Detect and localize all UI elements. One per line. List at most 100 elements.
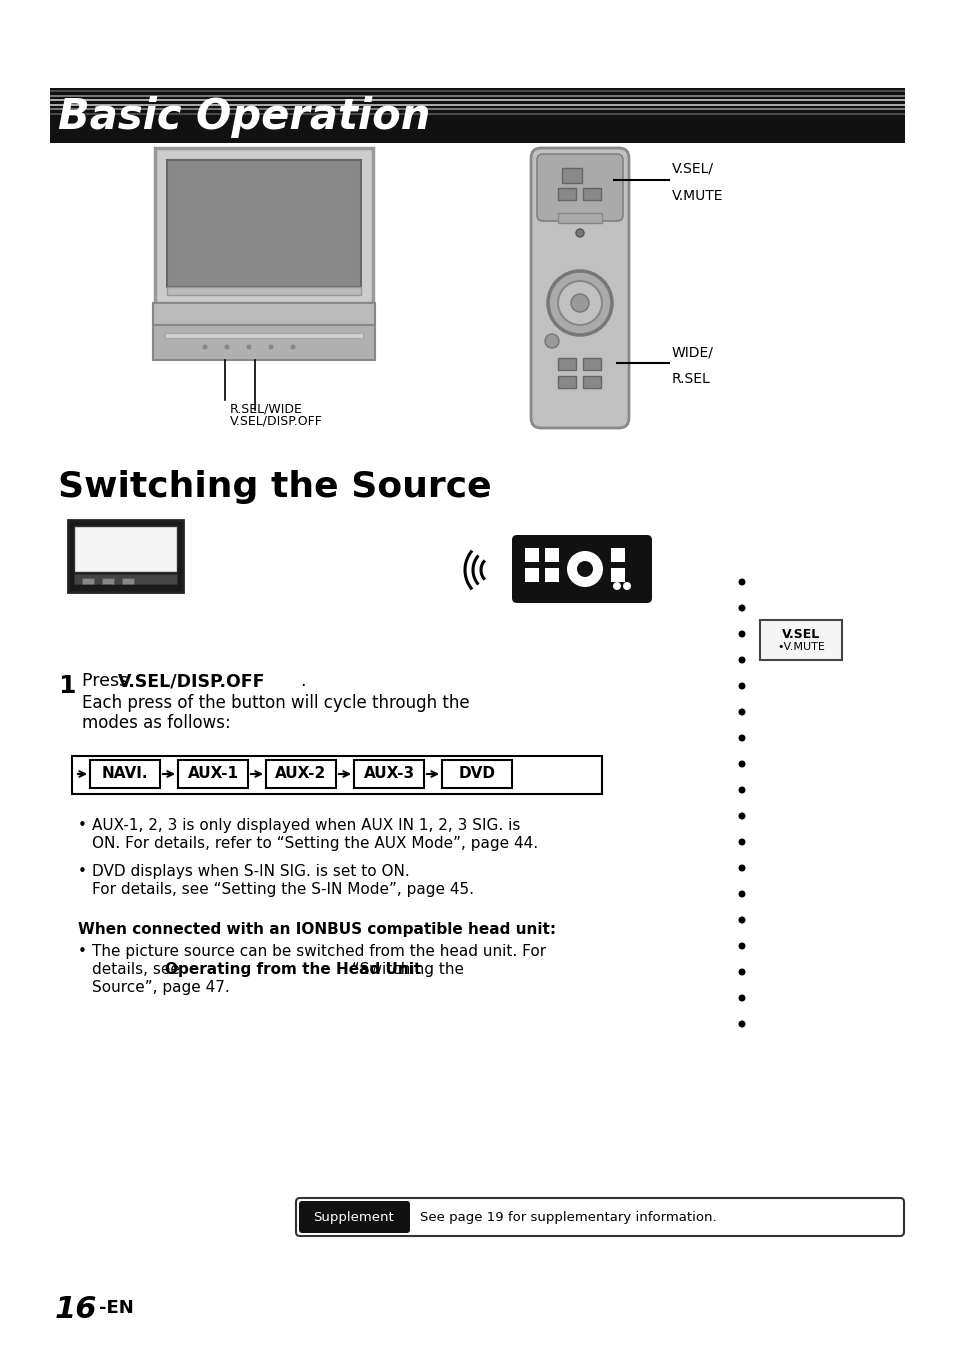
Text: ON. For details, refer to “Setting the AUX Mode”, page 44.: ON. For details, refer to “Setting the A… — [91, 836, 537, 850]
Bar — [82, 579, 94, 584]
Bar — [558, 358, 576, 370]
Bar — [50, 95, 904, 97]
Text: Supplement: Supplement — [314, 1211, 394, 1225]
Text: •: • — [78, 818, 87, 833]
Text: •: • — [78, 944, 87, 959]
Bar — [74, 575, 177, 584]
Bar — [122, 579, 133, 584]
Text: V.SEL/DISP.OFF: V.SEL/DISP.OFF — [230, 415, 322, 429]
Bar — [582, 358, 600, 370]
Text: Press: Press — [82, 672, 133, 690]
FancyBboxPatch shape — [295, 1198, 903, 1236]
Bar — [544, 548, 558, 562]
Bar — [558, 376, 576, 388]
Text: AUX-1, 2, 3 is only displayed when AUX IN 1, 2, 3 SIG. is: AUX-1, 2, 3 is only displayed when AUX I… — [91, 818, 519, 833]
Text: V.SEL/: V.SEL/ — [671, 162, 713, 176]
Bar — [50, 124, 904, 143]
Circle shape — [738, 683, 744, 690]
Bar — [582, 376, 600, 388]
Text: DVD displays when S-IN SIG. is set to ON.: DVD displays when S-IN SIG. is set to ON… — [91, 864, 410, 879]
Bar — [152, 303, 375, 324]
Circle shape — [738, 968, 744, 976]
Circle shape — [577, 561, 593, 577]
Bar — [50, 119, 904, 122]
Bar — [50, 88, 904, 91]
Text: -EN: -EN — [99, 1299, 133, 1317]
Bar — [582, 188, 600, 200]
Bar — [50, 105, 904, 108]
Circle shape — [738, 787, 744, 794]
Text: Basic Operation: Basic Operation — [58, 96, 430, 138]
Bar — [71, 756, 601, 794]
FancyBboxPatch shape — [90, 760, 160, 788]
Bar — [50, 118, 904, 119]
Text: modes as follows:: modes as follows: — [82, 714, 231, 731]
Text: R.SEL/WIDE: R.SEL/WIDE — [230, 402, 302, 415]
FancyBboxPatch shape — [68, 521, 183, 592]
Text: WIDE/: WIDE/ — [671, 345, 713, 360]
Circle shape — [558, 281, 601, 324]
Bar — [50, 115, 904, 118]
FancyBboxPatch shape — [537, 154, 622, 220]
Text: The picture source can be switched from the head unit. For: The picture source can be switched from … — [91, 944, 545, 959]
Text: Source”, page 47.: Source”, page 47. — [91, 980, 230, 995]
Text: AUX-3: AUX-3 — [363, 767, 415, 781]
Text: details, see: details, see — [91, 963, 185, 977]
Text: •V.MUTE: •V.MUTE — [777, 642, 824, 652]
Bar — [561, 168, 581, 183]
Bar — [50, 88, 904, 143]
FancyBboxPatch shape — [512, 535, 651, 603]
Circle shape — [738, 891, 744, 898]
Bar — [50, 92, 904, 95]
Circle shape — [738, 708, 744, 715]
Text: DVD: DVD — [458, 767, 495, 781]
Text: When connected with an IONBUS compatible head unit:: When connected with an IONBUS compatible… — [78, 922, 556, 937]
Bar — [167, 160, 360, 287]
Text: “Switching the: “Switching the — [347, 963, 463, 977]
Circle shape — [738, 1021, 744, 1028]
Circle shape — [576, 228, 583, 237]
Text: AUX-2: AUX-2 — [275, 767, 326, 781]
FancyBboxPatch shape — [266, 760, 335, 788]
FancyBboxPatch shape — [298, 1201, 410, 1233]
Circle shape — [224, 345, 230, 350]
Circle shape — [738, 604, 744, 611]
FancyBboxPatch shape — [531, 147, 628, 429]
Bar — [558, 188, 576, 200]
Text: R.SEL: R.SEL — [671, 372, 710, 387]
Circle shape — [738, 864, 744, 872]
FancyBboxPatch shape — [154, 147, 373, 303]
Circle shape — [268, 345, 274, 350]
Circle shape — [738, 760, 744, 768]
Bar — [50, 99, 904, 101]
Text: V.MUTE: V.MUTE — [671, 189, 722, 203]
Bar — [74, 526, 177, 572]
Circle shape — [738, 630, 744, 638]
Circle shape — [202, 345, 208, 350]
Circle shape — [571, 293, 588, 312]
Bar — [50, 91, 904, 92]
Circle shape — [246, 345, 252, 350]
Text: Operating from the Head Unit: Operating from the Head Unit — [165, 963, 421, 977]
Bar — [50, 112, 904, 115]
Circle shape — [622, 581, 630, 589]
Text: 16: 16 — [55, 1295, 97, 1324]
Bar — [50, 104, 904, 105]
Text: 1: 1 — [58, 675, 75, 698]
Text: AUX-1: AUX-1 — [188, 767, 238, 781]
Circle shape — [613, 581, 620, 589]
Bar — [50, 108, 904, 111]
Circle shape — [566, 552, 602, 587]
Circle shape — [738, 838, 744, 845]
FancyBboxPatch shape — [760, 621, 841, 660]
FancyBboxPatch shape — [441, 760, 512, 788]
Text: Each press of the button will cycle through the: Each press of the button will cycle thro… — [82, 694, 469, 713]
Text: Switching the Source: Switching the Source — [58, 470, 491, 504]
Bar — [102, 579, 113, 584]
Bar — [544, 568, 558, 581]
Circle shape — [738, 579, 744, 585]
Bar — [558, 214, 601, 223]
Circle shape — [544, 334, 558, 347]
Circle shape — [738, 917, 744, 923]
Text: •: • — [78, 864, 87, 879]
